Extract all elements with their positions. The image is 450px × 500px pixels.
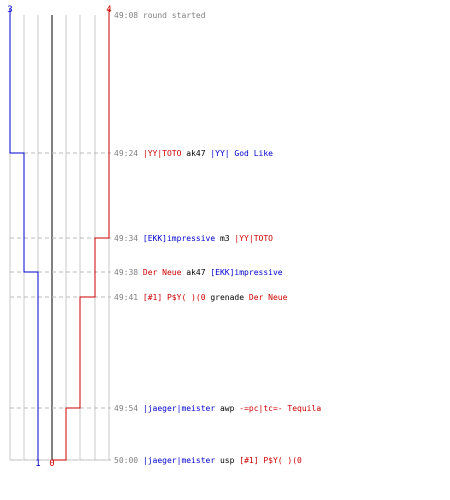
- event-time: 49:24: [114, 149, 143, 158]
- weapon-name: m3: [215, 234, 234, 243]
- player-name: |jaeger|meister: [143, 404, 215, 413]
- kill-event-row: 50:00 |jaeger|meister usp [#1] P$Y( )(0: [114, 456, 302, 465]
- event-label: round started: [143, 11, 206, 20]
- blue-start-count: 3: [7, 5, 12, 15]
- event-time: 49:08: [114, 11, 143, 20]
- event-time: 50:00: [114, 456, 143, 465]
- weapon-name: awp: [215, 404, 239, 413]
- player-name: [#1] P$Y( )(0: [239, 456, 302, 465]
- player-name: Der Neue: [143, 268, 182, 277]
- weapon-name: ak47: [181, 149, 210, 158]
- round-start-row: 49:08 round started: [114, 11, 206, 20]
- player-name: |YY|TOTO: [234, 234, 273, 243]
- player-name: [#1] P$Y( )(0: [143, 293, 206, 302]
- event-time: 49:38: [114, 268, 143, 277]
- player-name: -=pc|tc=- Tequila: [239, 404, 321, 413]
- red-end-count: 0: [49, 459, 54, 469]
- player-name: |YY|TOTO: [143, 149, 182, 158]
- kill-feed: 49:08 round started 49:24 |YY|TOTO ak47 |…: [114, 11, 321, 465]
- event-time: 49:41: [114, 293, 143, 302]
- event-time: 49:34: [114, 234, 143, 243]
- red-team-alive-line: [52, 9, 110, 461]
- player-name: |jaeger|meister: [143, 456, 215, 465]
- player-name: [EKK]impressive: [210, 268, 282, 277]
- player-name: [EKK]impressive: [143, 234, 215, 243]
- player-name: |YY| God Like: [210, 149, 273, 158]
- weapon-name: ak47: [181, 268, 210, 277]
- kill-event-row: 49:24 |YY|TOTO ak47 |YY| God Like: [114, 149, 273, 158]
- kill-event-row: 49:54 |jaeger|meister awp -=pc|tc=- Tequ…: [114, 404, 321, 413]
- weapon-name: usp: [215, 456, 239, 465]
- kill-event-row: 49:41 [#1] P$Y( )(0 grenade Der Neue: [114, 293, 288, 302]
- kill-event-row: 49:34 [EKK]impressive m3 |YY|TOTO: [114, 234, 273, 243]
- blue-end-count: 1: [35, 459, 40, 469]
- red-start-count: 4: [106, 5, 111, 15]
- blue-team-alive-line: [9, 9, 39, 460]
- player-name: Der Neue: [249, 293, 288, 302]
- event-guides: [10, 152, 111, 461]
- weapon-name: grenade: [206, 293, 249, 302]
- kill-event-row: 49:38 Der Neue ak47 [EKK]impressive: [114, 268, 283, 277]
- event-time: 49:54: [114, 404, 143, 413]
